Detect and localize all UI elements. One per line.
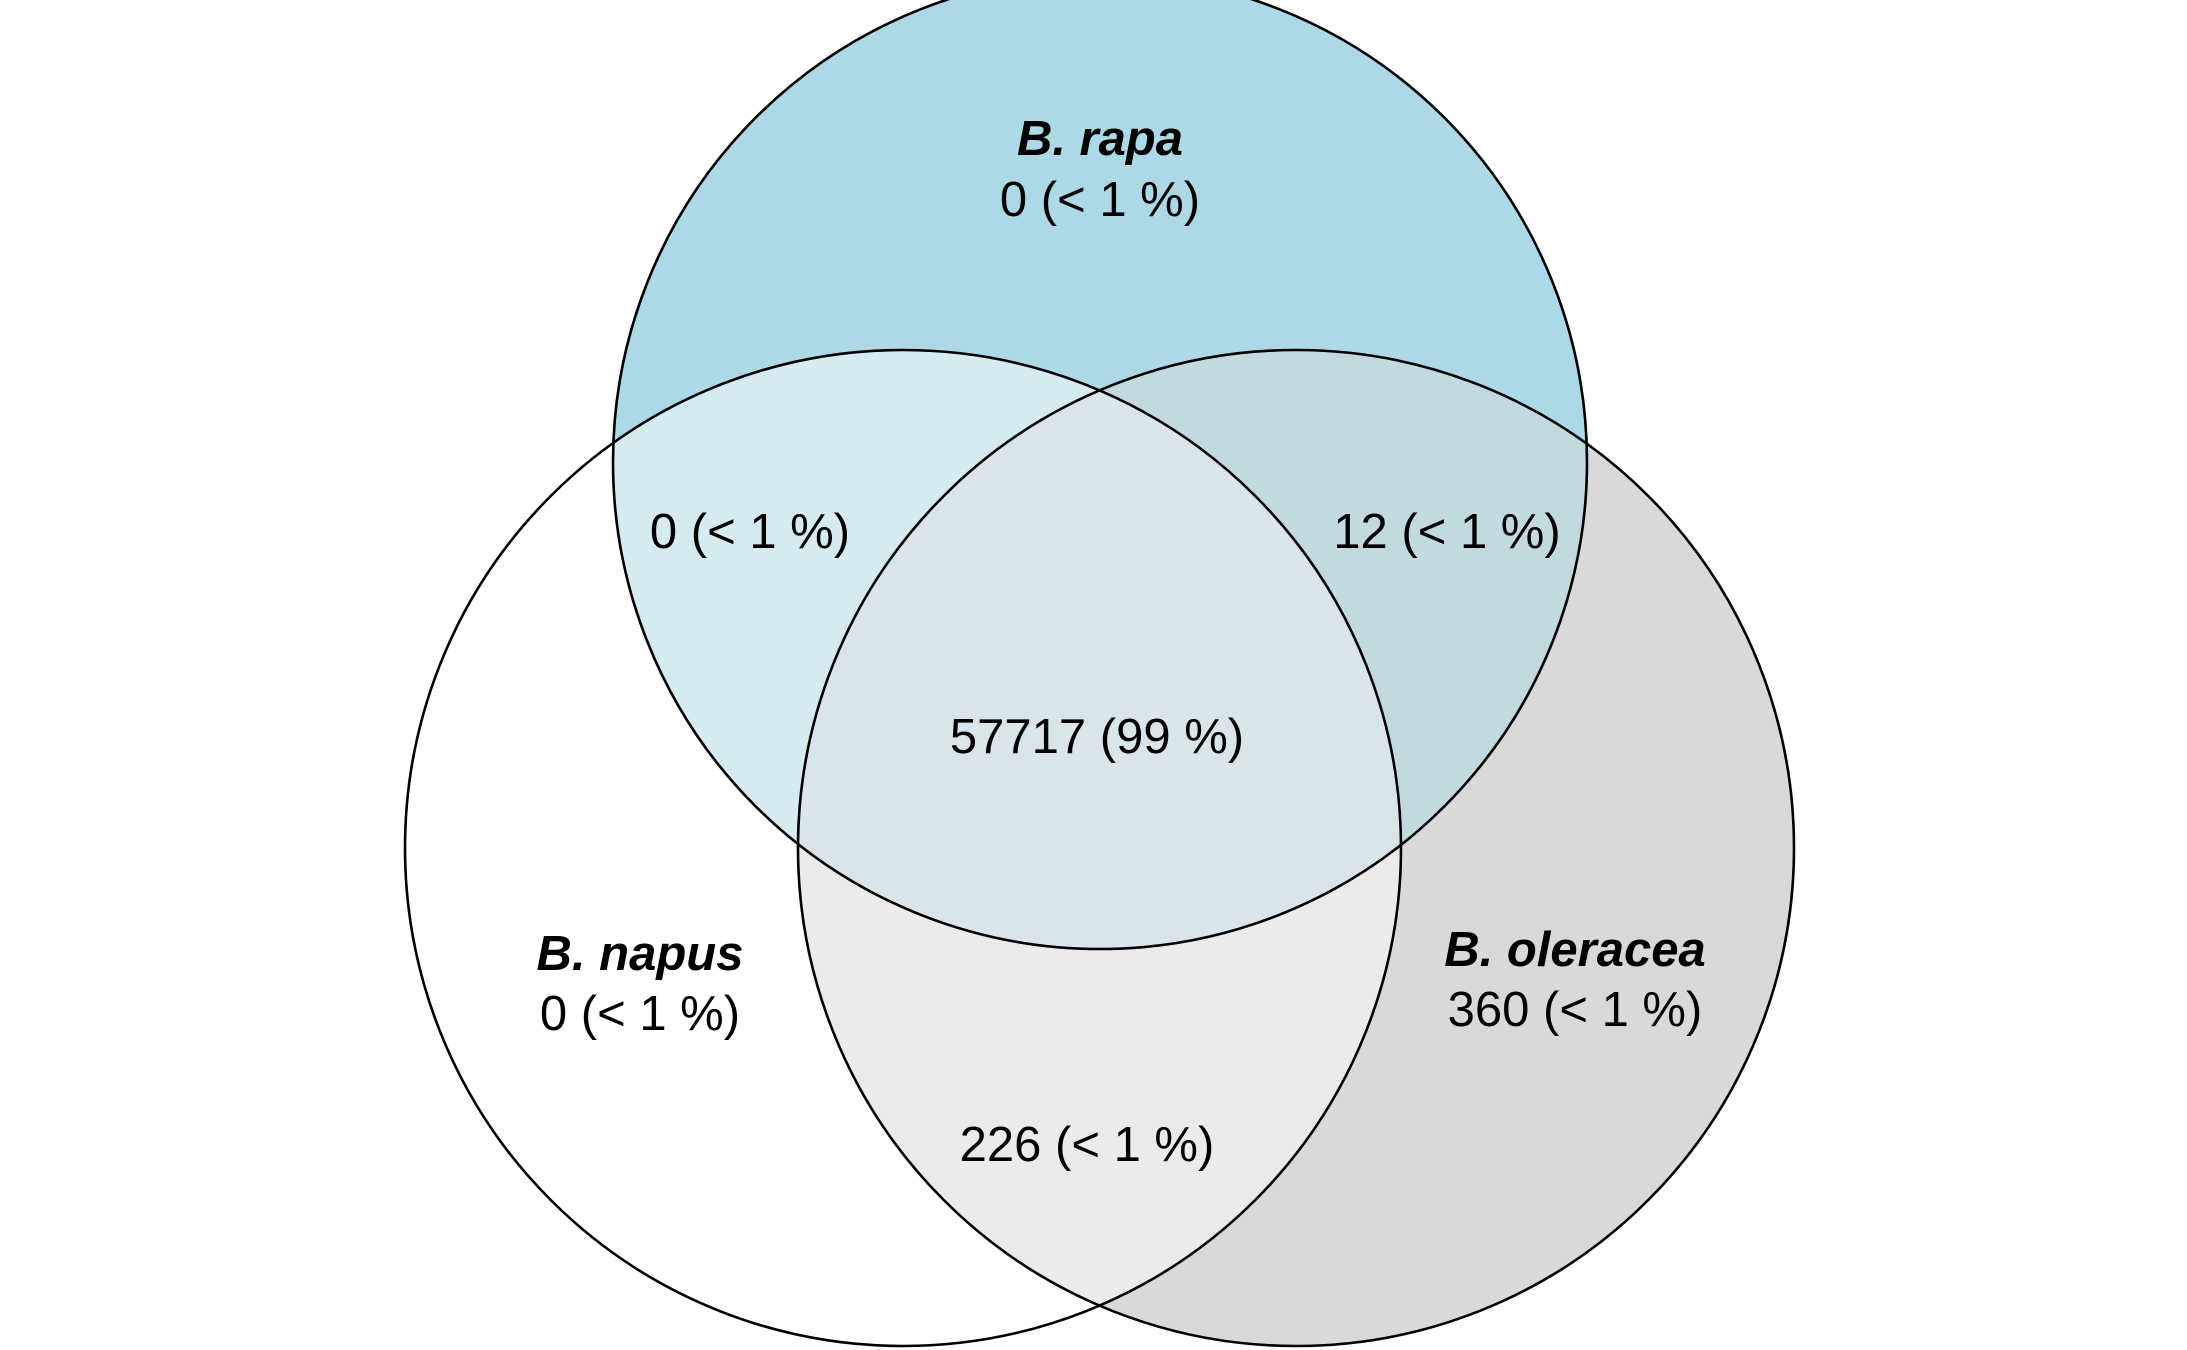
- napus-circle-outline: [403, 348, 1403, 1348]
- count-napus-only: 0 (< 1 %): [540, 987, 740, 1041]
- count-napus-oleracea: 226 (< 1 %): [960, 1118, 1215, 1172]
- circle-outlines: [403, 0, 1796, 1348]
- set-label-napus: B. napus: [537, 927, 744, 981]
- region-fills: [405, 0, 1794, 1346]
- count-rapa-napus: 0 (< 1 %): [650, 505, 850, 559]
- count-all-three: 57717 (99 %): [950, 710, 1244, 764]
- oleracea-circle-outline: [796, 348, 1796, 1348]
- count-oleracea-only: 360 (< 1 %): [1448, 983, 1703, 1037]
- count-rapa-only: 0 (< 1 %): [1000, 173, 1200, 227]
- all-three-overlap-fill: [798, 350, 1401, 949]
- rapa-circle-outline: [611, 0, 1589, 951]
- set-label-oleracea: B. oleracea: [1444, 923, 1706, 977]
- set-label-rapa: B. rapa: [1017, 112, 1183, 166]
- count-rapa-oleracea: 12 (< 1 %): [1333, 505, 1560, 559]
